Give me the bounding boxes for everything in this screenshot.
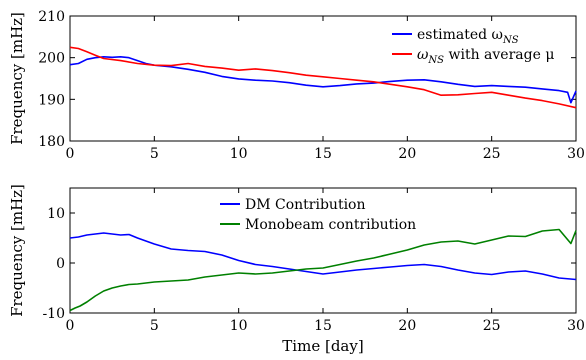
- bottom-x-tick-label: 0: [66, 318, 75, 334]
- bottom-x-tick-label: 25: [483, 318, 501, 334]
- top-panel: 0 5 10 15 20 25 30 180 190 200 210 estimated ωNSω…: [8, 9, 585, 162]
- top-y-tick-label: 200: [38, 51, 65, 67]
- bottom-legend-label-0: DM Contribution: [245, 197, 366, 213]
- bottom-legend-label-1: Monobeam contribution: [245, 217, 416, 233]
- top-x-tick-label: 10: [230, 146, 248, 162]
- top-y-ticks: 180 190 200 210: [38, 9, 576, 150]
- top-series-line-1: [69, 46, 577, 109]
- bottom-x-tick-label: 30: [567, 318, 585, 334]
- top-x-tick-label: 5: [150, 146, 159, 162]
- bottom-legend: DM Contribution Monobeam contribution: [220, 197, 416, 233]
- bottom-y-axis-label: Frequency [mHz]: [8, 184, 26, 317]
- bottom-y-ticks: -10 0 10: [42, 206, 576, 322]
- top-x-tick-label: 0: [66, 146, 75, 162]
- bottom-y-tick-label: 0: [56, 256, 65, 272]
- top-x-tick-label: 15: [314, 146, 332, 162]
- top-y-tick-label: 190: [38, 92, 65, 108]
- top-x-tick-label: 20: [398, 146, 416, 162]
- top-y-axis-label: Frequency [mHz]: [8, 12, 26, 145]
- bottom-x-tick-label: 5: [150, 318, 159, 334]
- top-x-tick-label: 30: [567, 146, 585, 162]
- top-y-tick-label: 210: [38, 9, 65, 25]
- top-series-line-0: [69, 55, 577, 104]
- top-legend-label-0: estimated ωNS: [417, 27, 519, 46]
- bottom-y-tick-label: 10: [47, 206, 65, 222]
- bottom-x-tick-label: 10: [230, 318, 248, 334]
- bottom-series-lines: [69, 228, 577, 312]
- top-series-lines: [69, 46, 577, 109]
- bottom-x-axis-label: Time [day]: [282, 337, 363, 355]
- bottom-series-line-1: [69, 228, 577, 312]
- top-y-tick-label: 180: [38, 134, 65, 150]
- top-legend-label-1: ωNS with average μ: [417, 47, 554, 66]
- bottom-y-tick-label: -10: [42, 306, 65, 322]
- bottom-series-line-0: [69, 232, 577, 281]
- bottom-x-tick-label: 15: [314, 318, 332, 334]
- top-x-ticks: 0 5 10 15 20 25 30: [66, 16, 585, 162]
- bottom-x-tick-label: 20: [398, 318, 416, 334]
- bottom-x-ticks: 0 5 10 15 20 25 30: [66, 188, 585, 334]
- top-x-tick-label: 25: [483, 146, 501, 162]
